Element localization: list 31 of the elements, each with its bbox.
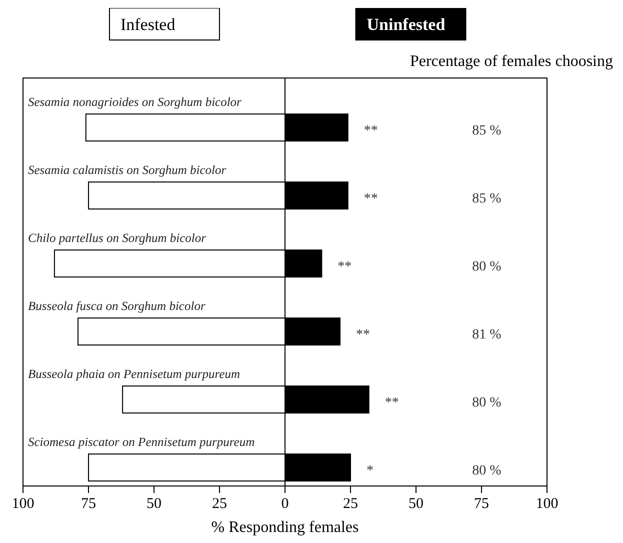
annotation: 85 % bbox=[472, 124, 502, 138]
annotation: ** bbox=[364, 124, 378, 138]
x-tick-label: 50 bbox=[146, 496, 162, 512]
annotation: ** bbox=[356, 328, 370, 342]
x-axis-title: % Responding females bbox=[211, 519, 359, 536]
annotation: 80 % bbox=[472, 260, 502, 274]
annotation: ** bbox=[384, 396, 399, 410]
y-tick-label: Busseola fusca on Sorghum bicolor bbox=[28, 299, 206, 313]
x-tick-label: 25 bbox=[343, 496, 358, 512]
x-tick-label: 50 bbox=[408, 496, 424, 512]
y-tick-label: Sesamia calamistis on Sorghum bicolor bbox=[28, 163, 226, 177]
x-tick-label: 0 bbox=[281, 496, 289, 512]
y-tick-label: Sciomesa piscator on Pennisetum purpureum bbox=[28, 435, 255, 449]
y-tick-label: Sesamia nonagrioides on Sorghum bicolor bbox=[28, 95, 242, 109]
x-tick-label: 100 bbox=[12, 496, 34, 512]
annotation: * bbox=[366, 464, 374, 478]
y-tick-label: Chilo partellus on Sorghum bicolor bbox=[28, 231, 206, 245]
annotation: 85 % bbox=[472, 192, 502, 206]
annotation: 81 % bbox=[472, 328, 502, 342]
x-tick-label: 25 bbox=[212, 496, 227, 512]
x-tick-label: 75 bbox=[81, 496, 96, 512]
annotation: 80 % bbox=[472, 396, 502, 410]
text: Uninfested bbox=[366, 15, 446, 34]
annotation: 80 % bbox=[472, 464, 502, 478]
text: Percentage of females choosing bbox=[410, 53, 613, 70]
x-tick-label: 75 bbox=[474, 496, 489, 512]
text: Infested bbox=[120, 15, 176, 34]
y-tick-label: Busseola phaia on Pennisetum purpureum bbox=[28, 367, 240, 381]
x-tick-label: 100 bbox=[536, 496, 558, 512]
annotation: ** bbox=[364, 192, 378, 206]
annotation: ** bbox=[338, 260, 352, 274]
